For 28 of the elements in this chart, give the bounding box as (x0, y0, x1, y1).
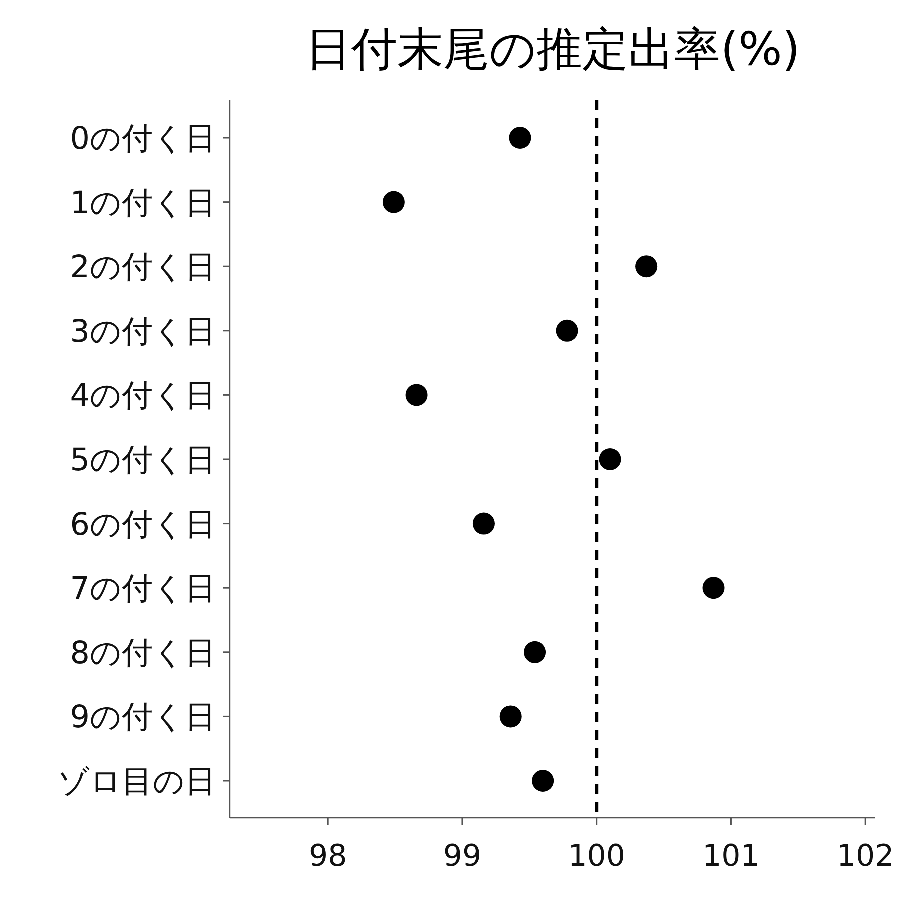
point (472, 512, 495, 535)
point (406, 384, 428, 406)
point (500, 706, 522, 728)
point (599, 448, 622, 470)
y-tick-label: 1の付く日 (70, 185, 216, 222)
y-tick-label: 9の付く日 (70, 700, 216, 736)
point (532, 770, 554, 792)
point (702, 577, 725, 600)
point (509, 127, 532, 149)
x-tick-label: 98 (309, 839, 348, 874)
y-tick-label: 8の付く日 (70, 635, 216, 672)
y-tick-label: 5の付く日 (70, 442, 216, 478)
point (636, 256, 658, 278)
x-tick-label: 101 (702, 839, 760, 874)
y-tick-label: 6の付く日 (70, 506, 216, 543)
point (556, 320, 578, 342)
y-tick-label: ゾロ目の日 (58, 764, 216, 800)
y-tick-label: 7の付く日 (70, 571, 216, 608)
point (382, 191, 405, 214)
chart-title: 日付末尾の推定出率(%) (306, 22, 800, 76)
x-tick-label: 99 (443, 839, 482, 874)
y-tick-label: 4の付く日 (70, 378, 216, 414)
x-tick-label: 102 (836, 839, 894, 874)
x-tick-label: 100 (568, 839, 626, 874)
point (524, 641, 546, 664)
y-tick-label: 0の付く日 (70, 121, 216, 157)
y-tick-label: 2の付く日 (70, 250, 216, 286)
y-tick-label: 3の付く日 (70, 314, 216, 350)
